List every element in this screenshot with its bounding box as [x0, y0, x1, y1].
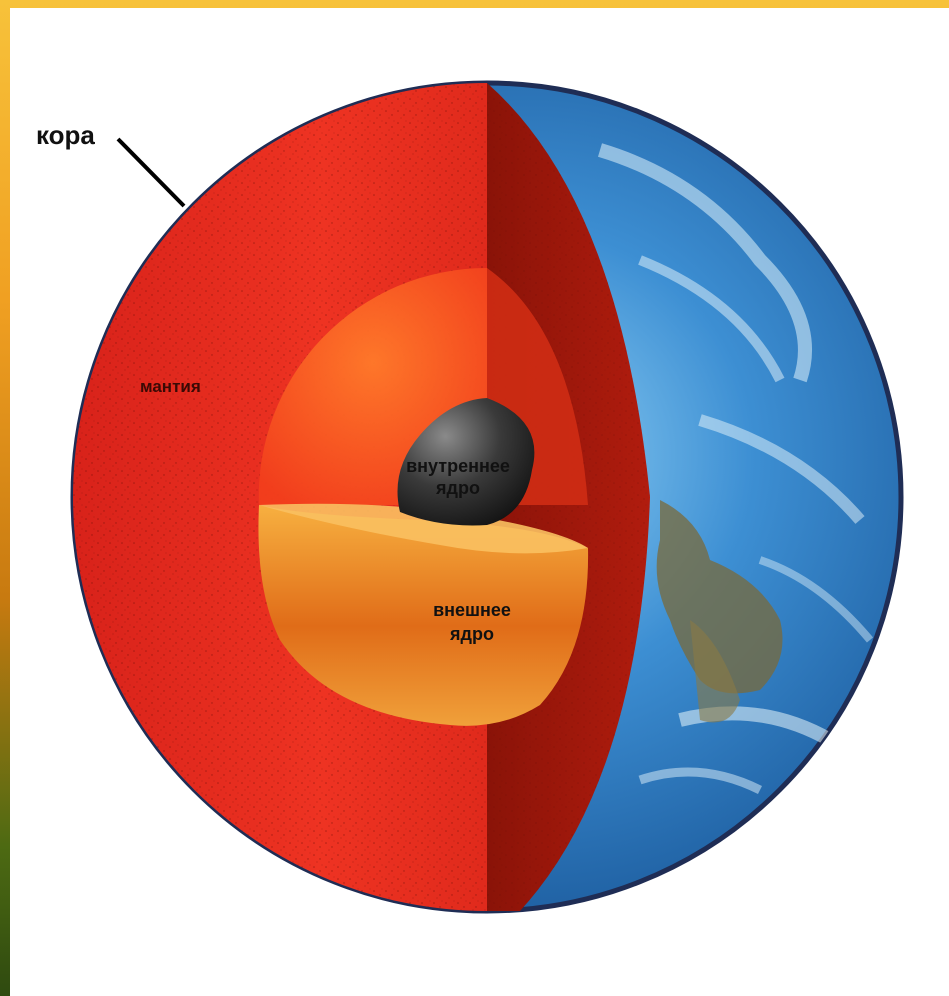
outer-core-bowl	[258, 505, 589, 726]
inner-core-label-line2: ядро	[435, 478, 480, 498]
outer-core-label-line1: внешнее	[433, 600, 511, 620]
crust-label: кора	[36, 120, 95, 150]
crust-pointer-line	[116, 137, 186, 208]
ocean-surface-texture	[597, 143, 874, 826]
inner-core	[397, 398, 535, 526]
outer-core-label-line2: ядро	[449, 624, 494, 644]
land-mass	[656, 500, 783, 694]
inner-core-label-line1: внутреннее	[406, 456, 510, 476]
mantle-label: мантия	[140, 377, 201, 396]
